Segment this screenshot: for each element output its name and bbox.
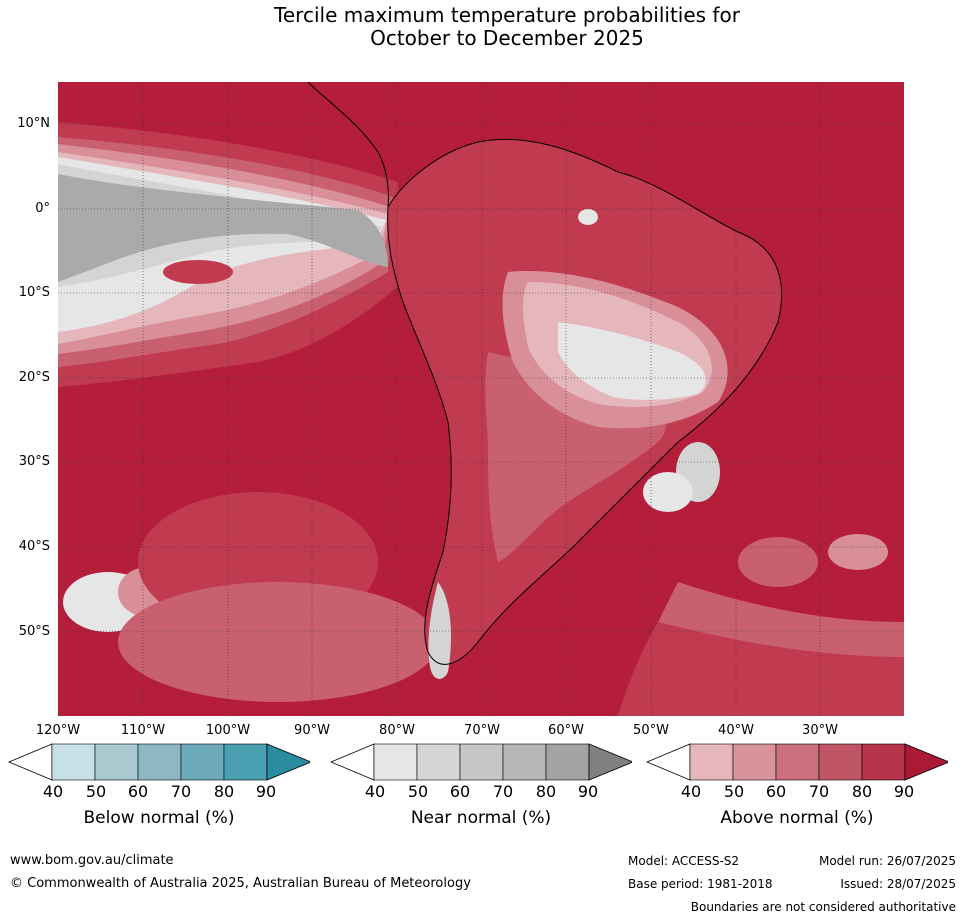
near-tick-70: 70 (492, 782, 514, 801)
lon-label-120w: 120°W (35, 723, 81, 738)
above-tick-80: 80 (851, 782, 873, 801)
colorbar-over-triangle (266, 743, 310, 781)
colorbar-segment (94, 743, 139, 781)
above-normal-colorbar (646, 743, 948, 781)
above-tick-60: 60 (765, 782, 787, 801)
colorbar-segment (545, 743, 590, 781)
lat-label-20s: 20°S (18, 370, 50, 385)
colorbar-segment (137, 743, 182, 781)
issued-date: Issued: 28/07/2025 (840, 877, 956, 891)
above-tick-50: 50 (723, 782, 745, 801)
website-url[interactable]: www.bom.gov.au/climate (10, 853, 174, 868)
below-tick-90: 90 (255, 782, 277, 801)
model-name: Model: ACCESS-S2 (628, 854, 740, 868)
copyright-notice: © Commonwealth of Australia 2025, Austra… (10, 876, 471, 891)
near-tick-40: 40 (364, 782, 386, 801)
colorbar-under-triangle (330, 743, 375, 781)
below-tick-40: 40 (42, 782, 64, 801)
above-tick-90: 90 (893, 782, 915, 801)
atlantic-above-70-patch (738, 537, 818, 587)
colorbar-under-triangle (8, 743, 53, 781)
below-tick-80: 80 (213, 782, 235, 801)
colorbar-segment (861, 743, 906, 781)
atlantic-near-patch (643, 472, 693, 512)
lat-label-40s: 40°S (18, 539, 50, 554)
colorbar-segment (223, 743, 268, 781)
colorbar-segment (689, 743, 734, 781)
title-line-1: Tercile maximum temperature probabilitie… (274, 3, 740, 27)
colorbar-segment (818, 743, 863, 781)
lon-label-90w: 90°W (294, 723, 330, 738)
above-normal-title: Above normal (%) (720, 808, 874, 828)
base-period: Base period: 1981-2018 (628, 877, 773, 891)
gridlines (58, 82, 904, 716)
lat-label-50s: 50°S (18, 624, 50, 639)
brazil-near-40-zone (558, 322, 706, 400)
lon-label-110w: 110°W (120, 723, 166, 738)
model-run-date: Model run: 26/07/2025 (818, 854, 956, 868)
lon-label-30w: 30°W (802, 723, 838, 738)
coastline (387, 138, 783, 665)
near-tick-50: 50 (407, 782, 429, 801)
colorbar-over-triangle (904, 743, 948, 781)
colorbar-segment (180, 743, 225, 781)
colorbar-under-triangle (646, 743, 691, 781)
lon-label-50w: 50°W (633, 723, 669, 738)
south-atlantic-above-80-band (618, 622, 904, 716)
colorbar-segment (416, 743, 461, 781)
east-atlantic-near-patch (828, 534, 888, 570)
colorbar-segment (459, 743, 504, 781)
colorbar-segment (373, 743, 418, 781)
map-title: Tercile maximum temperature probabilitie… (0, 4, 965, 50)
lon-label-60w: 60°W (548, 723, 584, 738)
venezuela-near-patch (578, 209, 598, 225)
colorbar-over-triangle (588, 743, 632, 781)
lat-label-30s: 30°S (18, 454, 50, 469)
near-tick-80: 80 (535, 782, 557, 801)
lat-label-0: 0° (35, 201, 50, 216)
boundary-disclaimer: Boundaries are not considered authoritat… (690, 900, 956, 914)
central-america-coast (307, 82, 389, 208)
below-tick-70: 70 (170, 782, 192, 801)
near-normal-title: Near normal (%) (410, 808, 552, 828)
near-normal-colorbar (330, 743, 632, 781)
south-pacific-above-70-band (118, 582, 438, 702)
colorbar-segment (51, 743, 96, 781)
below-tick-50: 50 (85, 782, 107, 801)
colorbar-segment (732, 743, 777, 781)
lon-label-70w: 70°W (464, 723, 500, 738)
colorbar-segment (775, 743, 820, 781)
lat-label-10s: 10°S (18, 285, 50, 300)
below-normal-colorbar (8, 743, 310, 781)
lat-label-10n: 10°N (17, 116, 50, 131)
map-svg (58, 82, 904, 716)
above-tick-40: 40 (680, 782, 702, 801)
probability-map (58, 82, 904, 716)
near-tick-60: 60 (449, 782, 471, 801)
title-line-2: October to December 2025 (370, 26, 644, 50)
pacific-near-60-zone (58, 174, 388, 282)
colorbar-segment (502, 743, 547, 781)
above-tick-70: 70 (808, 782, 830, 801)
lon-label-40w: 40°W (718, 723, 754, 738)
pacific-above-patch (163, 260, 233, 284)
below-tick-60: 60 (127, 782, 149, 801)
lon-label-80w: 80°W (379, 723, 415, 738)
lon-label-100w: 100°W (205, 723, 251, 738)
near-tick-90: 90 (577, 782, 599, 801)
patagonia-near-zone (428, 582, 451, 679)
below-normal-title: Below normal (%) (83, 808, 235, 828)
